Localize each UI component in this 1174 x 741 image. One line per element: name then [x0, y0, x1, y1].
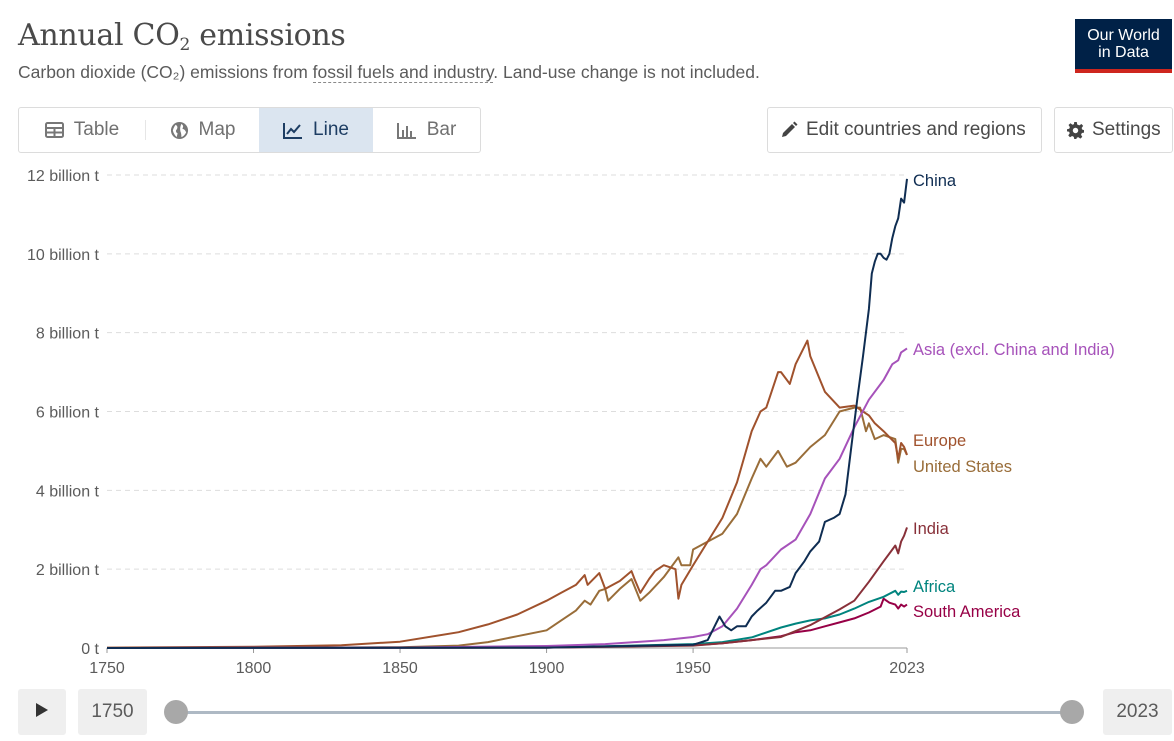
chart-title: Annual CO2 emissions: [18, 18, 346, 55]
view-tabs: Table Map Line Bar: [18, 107, 481, 153]
gear-icon: [1067, 121, 1084, 139]
table-icon: [44, 122, 64, 138]
tab-bar[interactable]: Bar: [373, 108, 480, 152]
series-line-united-states: [107, 406, 908, 649]
series-label: Africa: [913, 578, 956, 596]
x-tick-label: 1900: [529, 660, 565, 677]
series-label: China: [913, 172, 957, 190]
series-line-europe: [106, 339, 908, 649]
start-year-label: 1750: [78, 689, 147, 735]
series-line-china: [106, 178, 908, 649]
y-tick-label: 0 t: [81, 641, 99, 658]
series-label: India: [913, 520, 950, 538]
timeline-end-handle[interactable]: [1060, 700, 1084, 724]
y-tick-label: 12 billion t: [27, 168, 100, 185]
series-line-africa: [106, 589, 908, 649]
line-chart-icon: [283, 122, 303, 139]
series-label: South America: [913, 603, 1021, 621]
pencil-icon: [780, 121, 798, 139]
x-tick-label: 1750: [89, 660, 125, 677]
timeline-start-handle[interactable]: [164, 700, 188, 724]
x-tick-label: 2023: [889, 660, 925, 677]
line-chart: 0 t 2 billion t 4 billion t 6 billion t 8 bi…: [27, 168, 1115, 677]
bar-chart-icon: [396, 122, 417, 139]
fossil-fuels-link[interactable]: fossil fuels and industry: [312, 62, 494, 83]
tab-line[interactable]: Line: [259, 108, 373, 152]
edit-countries-button[interactable]: Edit countries and regions: [767, 107, 1042, 153]
series-label: Asia (excl. China and India): [913, 341, 1115, 359]
tab-table[interactable]: Table: [19, 108, 145, 152]
owid-logo[interactable]: Our World in Data: [1075, 19, 1172, 73]
play-button[interactable]: [18, 689, 66, 735]
globe-icon: [170, 121, 189, 140]
play-icon: [35, 702, 49, 723]
y-tick-label: 4 billion t: [36, 483, 100, 500]
x-tick-label: 1850: [382, 660, 418, 677]
series-line-india: [106, 527, 908, 649]
y-tick-label: 10 billion t: [27, 247, 100, 264]
series-line-asia-excl-china-and-india-: [106, 347, 908, 649]
tab-map[interactable]: Map: [146, 108, 259, 152]
y-tick-label: 8 billion t: [36, 326, 100, 343]
y-tick-label: 2 billion t: [36, 562, 100, 579]
x-tick-label: 1800: [236, 660, 272, 677]
series-label: United States: [913, 458, 1012, 476]
chart-subtitle: Carbon dioxide (CO₂) emissions from foss…: [18, 62, 760, 83]
series-line-south-america: [106, 597, 908, 649]
timeline-track[interactable]: [176, 711, 1072, 714]
y-tick-label: 6 billion t: [36, 405, 100, 422]
settings-button[interactable]: Settings: [1054, 107, 1173, 153]
x-tick-label: 1950: [675, 660, 711, 677]
end-year-label: 2023: [1103, 689, 1172, 735]
series-label: Europe: [913, 432, 966, 450]
